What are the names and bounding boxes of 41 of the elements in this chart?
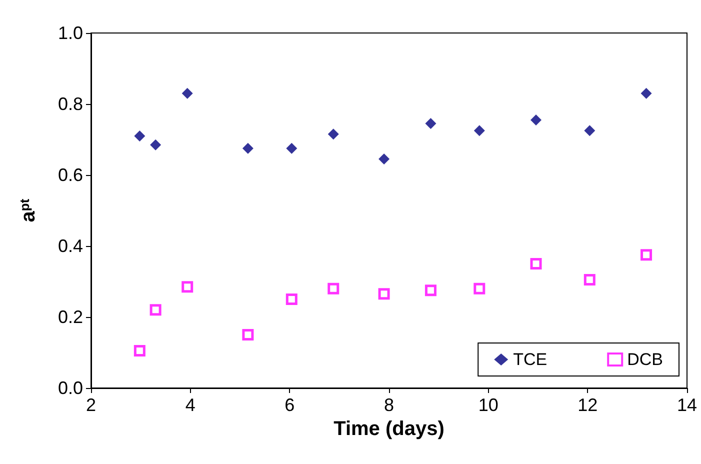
y-axis-title: apt: [17, 198, 40, 222]
x-tick-label: 6: [284, 395, 295, 415]
y-tick-label: 0.2: [58, 307, 83, 327]
point: [286, 142, 298, 154]
point: [242, 329, 254, 340]
x-tick-label: 14: [676, 395, 698, 415]
point: [584, 274, 596, 286]
x-tick-label: 2: [86, 395, 96, 415]
point: [640, 88, 652, 99]
point: [640, 249, 652, 261]
point: [425, 118, 436, 130]
point: [182, 281, 194, 293]
y-tick-label: 1.0: [58, 23, 83, 43]
point: [134, 344, 146, 356]
point: [286, 294, 298, 305]
point: [474, 125, 485, 136]
point: [182, 88, 193, 99]
x-tick-label: 8: [384, 395, 394, 415]
point: [424, 284, 436, 296]
y-tick-label: 0.0: [58, 378, 83, 398]
y-tick-label: 0.8: [58, 94, 83, 114]
point: [474, 282, 486, 294]
legend-label: TCE: [513, 350, 548, 369]
point: [530, 258, 542, 270]
y-tick-label: 0.6: [58, 165, 83, 185]
point: [242, 142, 254, 154]
x-tick-label: 12: [578, 395, 598, 415]
point: [150, 139, 162, 150]
x-tick-label: 10: [478, 395, 498, 415]
point: [328, 282, 340, 294]
point: [378, 154, 390, 165]
point: [134, 130, 146, 142]
x-tick-label: 4: [185, 395, 196, 415]
legend-label: DCB: [627, 350, 664, 369]
point: [584, 125, 596, 136]
x-axis-title: Time (days): [334, 418, 444, 440]
point: [378, 288, 390, 300]
point: [530, 114, 542, 126]
point: [328, 128, 339, 140]
point: [150, 304, 162, 316]
y-tick-label: 0.4: [58, 236, 83, 256]
